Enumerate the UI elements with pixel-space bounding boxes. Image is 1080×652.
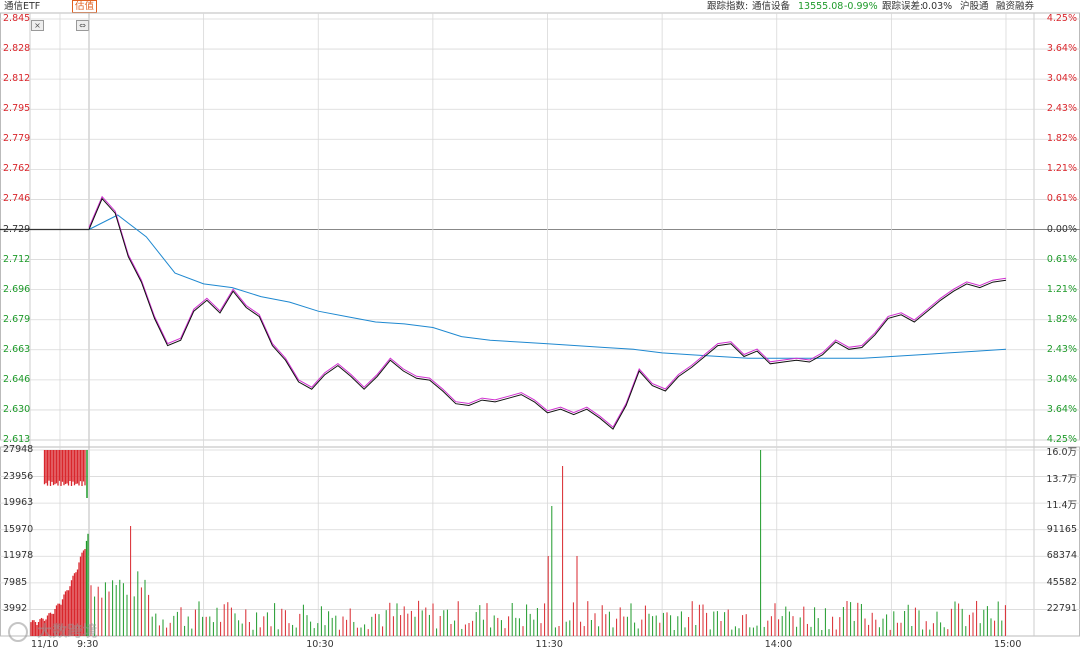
price-tick-label: 2.696 (3, 283, 31, 295)
watermark-text: 大数跨境 (37, 622, 98, 640)
price-tick-label: 2.729 (3, 223, 31, 235)
volume-amount-label: 11.4万 (1046, 500, 1077, 512)
volume-tick-label: 7985 (3, 576, 28, 588)
time-tick-label: 14:00 (764, 639, 793, 650)
volume-amount-label: 16.0万 (1046, 447, 1077, 458)
tracking-index-name: 通信设备 (752, 1, 791, 12)
etf-name: 通信ETF (4, 1, 41, 12)
close-icon[interactable]: × (31, 20, 44, 31)
pct-tick-label: 4.25% (1046, 434, 1077, 445)
iopv-line (88, 195, 1007, 428)
tracking-index-label: 跟踪指数: (707, 1, 749, 12)
pct-tick-label: 3.64% (1046, 403, 1077, 415)
time-tick-label: 15:00 (994, 639, 1022, 650)
volume-tick-label: 27948 (3, 444, 34, 455)
time-tick-label: 11/10 (31, 639, 59, 650)
time-tick-label: 10:30 (306, 639, 334, 650)
pct-tick-label: 4.25% (1046, 13, 1077, 24)
pct-tick-label: 0.61% (1046, 193, 1077, 205)
volume-amount-label: 45582 (1046, 576, 1077, 588)
price-tick-label: 2.613 (3, 434, 31, 445)
pct-tick-label: 3.64% (1046, 43, 1077, 55)
pct-tick-label: 1.21% (1046, 283, 1077, 295)
price-tick-label: 2.845 (3, 13, 31, 24)
price-tick-label: 2.712 (3, 253, 31, 265)
tag-hgt[interactable]: 沪股通 (960, 1, 989, 12)
price-tick-label: 2.762 (3, 163, 31, 175)
price-tick-label: 2.779 (3, 133, 31, 145)
volume-amount-label: 91165 (1046, 523, 1077, 535)
time-tick-label: 11:30 (535, 639, 563, 650)
price-tick-label: 2.679 (3, 313, 31, 325)
volume-tick-label: 15970 (3, 523, 34, 535)
price-tick-label: 2.828 (3, 43, 31, 55)
pct-tick-label: 1.21% (1046, 163, 1077, 175)
avg-price-line (88, 214, 1007, 359)
pct-tick-label: 3.04% (1046, 373, 1077, 385)
tracking-error-label: 跟踪误差: (882, 1, 924, 12)
price-tick-label: 2.646 (3, 373, 31, 385)
pct-tick-label: 0.00% (1046, 223, 1077, 235)
pct-tick-label: 1.82% (1046, 313, 1077, 325)
price-tick-label: 2.630 (3, 403, 31, 415)
watermark-logo-icon (8, 621, 28, 642)
watermark: 大数跨境 (8, 620, 97, 642)
volume-amount-label: 13.7万 (1046, 473, 1077, 485)
pct-tick-label: 1.82% (1046, 133, 1077, 145)
volume-tick-label: 23956 (3, 470, 34, 482)
volume-amount-label: 22791 (1046, 603, 1077, 615)
index-change: -0.99% (844, 1, 878, 12)
pct-tick-label: 2.43% (1046, 343, 1077, 355)
price-tick-label: 2.795 (3, 103, 31, 115)
price-tick-label: 2.746 (3, 193, 31, 205)
volume-panel-frame (0, 446, 1080, 637)
price-panel-frame (0, 12, 1080, 441)
pct-tick-label: 2.43% (1046, 103, 1077, 115)
time-tick-label: 9:30 (77, 639, 99, 650)
volume-tick-label: 11978 (3, 550, 34, 562)
volume-amount-label: 68374 (1046, 550, 1077, 562)
tracking-error-value: 0.03% (922, 1, 953, 12)
volume-tick-label: 19963 (3, 497, 34, 509)
pct-tick-label: 3.04% (1046, 73, 1077, 85)
pct-tick-label: 0.61% (1046, 253, 1077, 265)
price-tick-label: 2.812 (3, 73, 31, 85)
price-tick-label: 2.663 (3, 343, 31, 355)
index-value: 13555.08 (798, 1, 844, 12)
volume-tick-label: 3992 (3, 603, 28, 615)
header-bar: 通信ETF 估值 跟踪指数: 通信设备 13555.08 -0.99% 跟踪误差… (0, 0, 1080, 14)
tag-margin[interactable]: 融资融券 (996, 1, 1035, 12)
price-line (88, 197, 1007, 430)
